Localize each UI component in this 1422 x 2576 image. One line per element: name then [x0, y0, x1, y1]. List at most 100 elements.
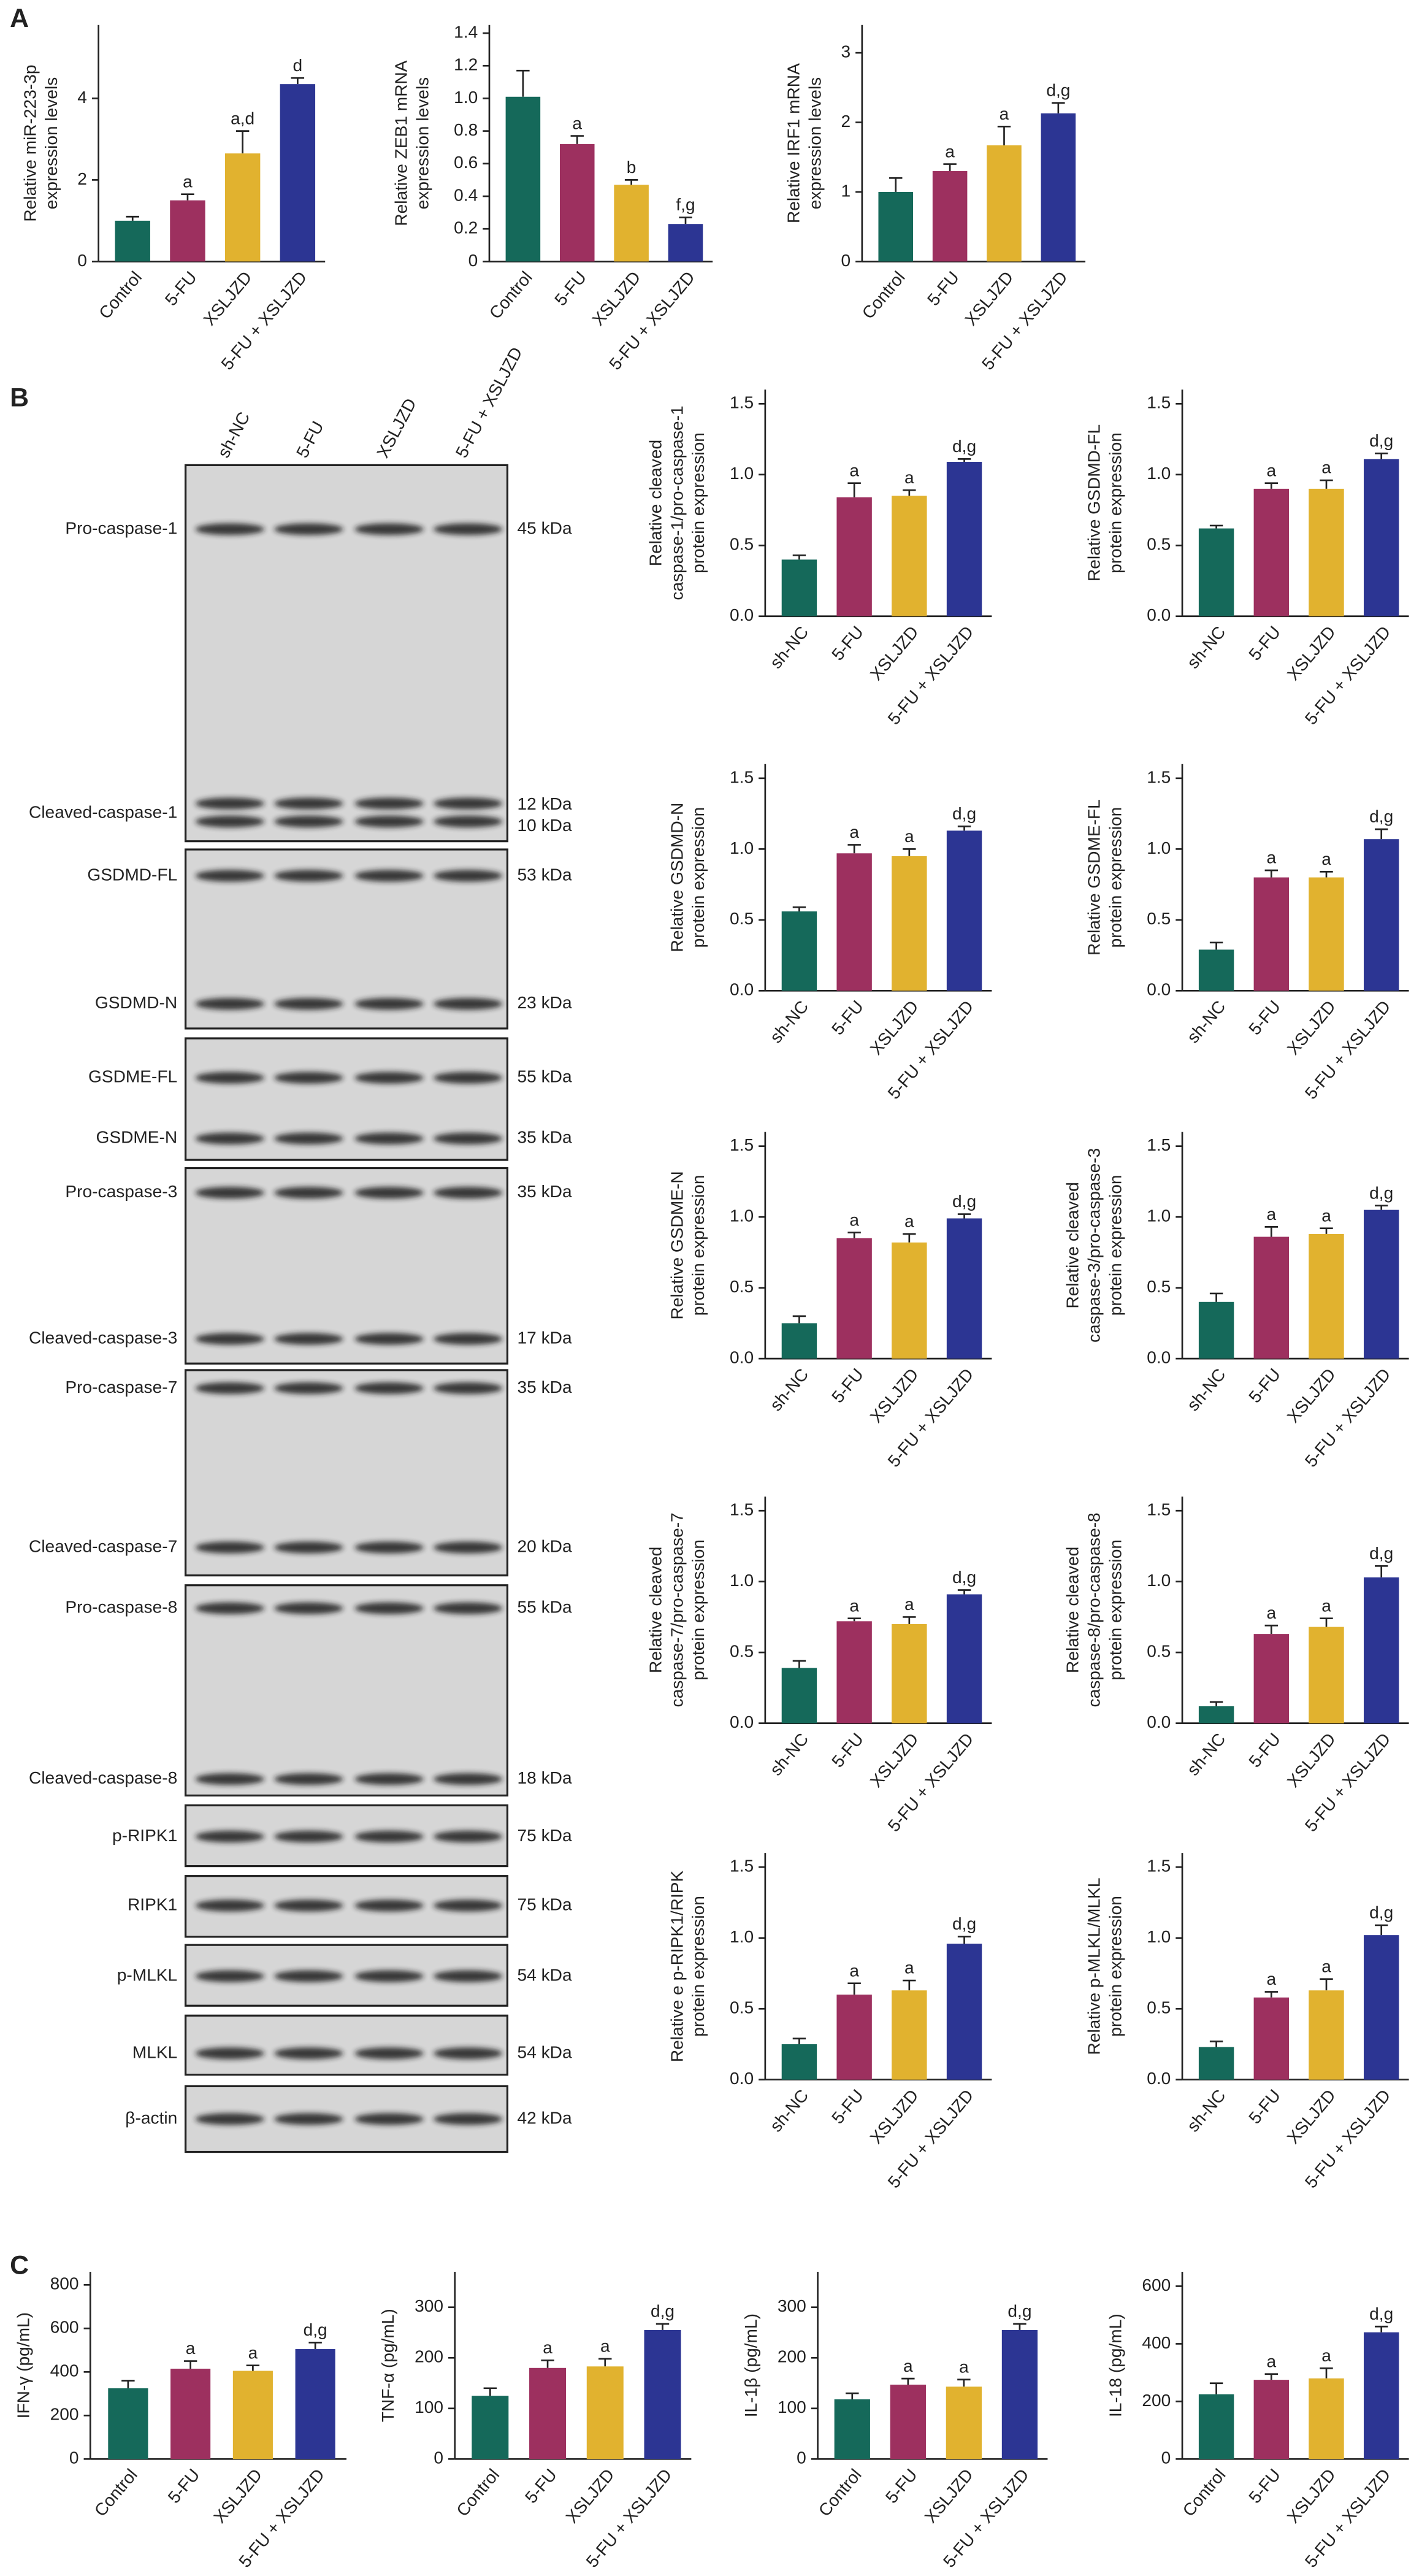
y-tick-label: 600: [50, 2318, 79, 2337]
x-tick-label: XSLJZD: [1283, 2086, 1339, 2147]
y-tick-label: 0: [841, 251, 851, 270]
x-tick-label: XSLJZD: [961, 267, 1017, 329]
bar: [1198, 949, 1234, 991]
blot-band: [274, 523, 343, 535]
blot-band: [354, 2047, 424, 2060]
bar: [1253, 877, 1290, 991]
kda-label: 45 kDa: [518, 518, 572, 537]
bar: [668, 224, 703, 262]
bar: [505, 96, 541, 262]
blot-band: [195, 998, 265, 1010]
x-tick-label: XSLJZD: [1283, 997, 1339, 1058]
blot-band: [354, 1187, 424, 1199]
kda-label: 35 kDa: [518, 1378, 572, 1397]
x-tick-label: sh-NC: [1183, 1365, 1229, 1414]
bar: [1309, 1233, 1344, 1359]
significance-label: a: [1266, 1603, 1276, 1622]
blot-band: [433, 1132, 503, 1144]
y-tick-label: 2: [77, 169, 87, 188]
x-tick-label: XSLJZD: [1283, 1730, 1339, 1791]
bar: [1364, 1935, 1399, 2080]
x-tick-label: XSLJZD: [921, 2465, 977, 2526]
band-label: MLKL: [132, 2042, 177, 2061]
bar: [1041, 113, 1076, 262]
significance-label: a: [904, 1958, 914, 1977]
blot-band: [354, 1970, 424, 1982]
kda-label: 54 kDa: [518, 1965, 572, 1984]
significance-label: d,g: [1007, 2302, 1031, 2321]
blot-band: [433, 870, 503, 882]
y-tick-label: 1.0: [1147, 1927, 1171, 1946]
band-label: Cleaved-caspase-1: [29, 803, 177, 822]
bar: [280, 84, 316, 262]
band-label: GSDME-N: [96, 1128, 177, 1147]
significance-label: a: [1266, 1205, 1276, 1224]
blot-band: [274, 1132, 343, 1144]
x-tick-label: Control: [91, 2465, 141, 2520]
blot-band: [433, 1773, 503, 1785]
bar: [614, 185, 649, 262]
x-tick-label: Control: [815, 2465, 865, 2520]
lane-label: 5-FU + XSLJZD: [452, 344, 526, 461]
x-tick-label: 5-FU: [828, 1365, 867, 1406]
bar: [987, 145, 1022, 262]
bar: [946, 2386, 982, 2459]
lane-label: 5-FU: [292, 418, 327, 461]
y-axis-label: Relative cleaved: [646, 1547, 665, 1673]
y-axis-label: IFN-γ (pg/mL): [14, 2312, 33, 2418]
y-tick-label: 0.0: [1147, 605, 1171, 624]
x-tick-label: XSLJZD: [210, 2465, 266, 2526]
significance-label: a: [904, 1212, 914, 1231]
blot-band: [195, 1773, 265, 1785]
significance-label: a: [849, 1961, 859, 1980]
bar: [946, 1943, 982, 2080]
y-axis-label: expression levels: [413, 77, 432, 210]
significance-label: d,g: [952, 804, 976, 823]
bar: [1364, 459, 1399, 616]
y-tick-label: 0.5: [1147, 909, 1171, 928]
blot-band: [274, 1899, 343, 1912]
bar: [108, 2388, 148, 2459]
significance-label: a: [183, 172, 193, 191]
kda-label: 17 kDa: [518, 1328, 572, 1347]
y-tick-label: 1.5: [1147, 1500, 1171, 1519]
bar: [1001, 2329, 1038, 2459]
blot-strip: [184, 1369, 509, 1577]
y-tick-label: 0: [468, 251, 478, 270]
blot-band: [354, 1773, 424, 1785]
y-axis-label: caspase-1/pro-caspase-1: [667, 405, 686, 600]
bar: [1309, 488, 1344, 616]
significance-label: a: [904, 468, 914, 487]
bar: [892, 1990, 927, 2080]
x-tick-label: XSLJZD: [200, 267, 256, 329]
y-tick-label: 1.5: [1147, 1135, 1171, 1154]
y-tick-label: 0.0: [1147, 1348, 1171, 1367]
kda-label: 75 kDa: [518, 1895, 572, 1914]
x-tick-label: Control: [1179, 2465, 1229, 2520]
blot-band: [433, 1541, 503, 1554]
blot-band: [354, 2113, 424, 2125]
y-axis-label: protein expression: [689, 432, 708, 573]
y-axis-label: IL-1β (pg/mL): [741, 2313, 760, 2417]
x-tick-label: 5-FU: [161, 267, 201, 309]
y-tick-label: 1.0: [730, 838, 754, 857]
y-tick-label: 0.5: [1147, 1642, 1171, 1661]
band-label: p-MLKL: [117, 1965, 177, 1984]
y-tick-label: 100: [778, 2398, 806, 2417]
x-tick-label: sh-NC: [1183, 997, 1229, 1046]
kda-label: 23 kDa: [518, 993, 572, 1012]
y-axis-label: protein expression: [1106, 1175, 1125, 1316]
bar: [946, 462, 982, 616]
blot-strip: [184, 464, 509, 843]
y-tick-label: 0.2: [454, 218, 478, 237]
bar: [529, 2367, 567, 2459]
band-label: β-actin: [125, 2108, 177, 2127]
bar: [946, 830, 982, 991]
y-tick-label: 0.4: [454, 185, 478, 204]
bar: [559, 144, 595, 262]
significance-label: f,g: [676, 195, 695, 214]
y-tick-label: 1.0: [1147, 1571, 1171, 1590]
blot-band: [195, 1830, 265, 1843]
